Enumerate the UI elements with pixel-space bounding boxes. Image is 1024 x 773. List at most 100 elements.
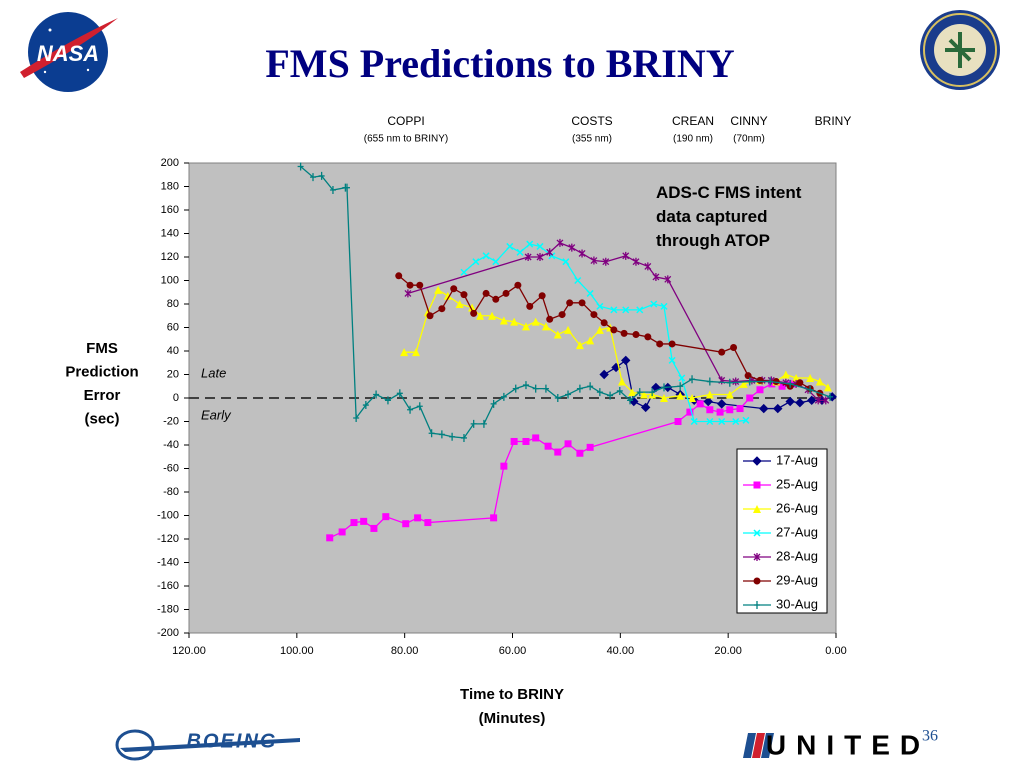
data-point [558,311,566,319]
data-point [546,315,554,323]
data-point [610,326,618,334]
data-point [586,443,594,451]
data-point [586,336,595,345]
data-point [575,341,584,350]
data-point [500,462,508,470]
data-point [773,403,783,414]
data-point [532,384,539,393]
data-point [476,311,485,320]
x-tick-label: 100.00 [280,645,314,657]
data-point [566,299,574,307]
data-point [746,394,754,402]
boeing-logo: BOEING [115,729,300,761]
data-point [460,268,468,276]
data-point [438,305,446,313]
annotation: ADS-C FMS intent data captured through ATO… [656,183,802,250]
data-point [514,281,522,289]
page-number: 36 [922,728,938,745]
data-point [531,317,540,326]
data-point [499,316,508,325]
data-point [781,370,790,379]
data-point [590,311,598,319]
data-point [628,388,637,397]
data-point [297,162,304,171]
y-tick-label: -200 [157,627,179,639]
data-point [516,248,524,256]
data-point [621,355,631,366]
legend-marker [753,529,761,537]
data-point [725,390,734,399]
data-point [660,394,669,402]
data-point [562,258,570,266]
data-point [482,289,490,297]
data-point [438,430,445,439]
data-point [586,289,594,297]
data-point [742,416,750,424]
x-tick-label: 20.00 [714,645,742,657]
data-point [822,396,830,405]
data-point [576,449,584,457]
data-point [428,429,435,438]
data-point [564,325,573,334]
data-point [650,300,658,308]
data-point [668,356,676,364]
data-point [532,434,540,442]
data-point [689,375,696,384]
data-point [610,306,618,314]
legend-marker [752,456,762,466]
data-point [746,377,753,386]
data-point [668,340,676,348]
data-point [449,432,456,441]
legend-label: 26-Aug [776,500,818,515]
x-tick-label: 120.00 [172,645,206,657]
data-point [688,394,697,402]
data-point [718,417,726,426]
data-point [490,399,497,408]
y-tick-label: -20 [163,415,179,427]
x-tick-label: 80.00 [391,645,419,657]
data-point [578,249,586,258]
data-point [400,348,409,357]
data-point [546,248,554,257]
data-point [620,329,628,337]
data-point [470,419,477,428]
data-point [536,253,544,261]
data-point [674,418,682,425]
data-point [677,382,684,391]
y-tick-label: 200 [161,157,179,169]
data-point [636,388,643,397]
data-point [553,330,562,339]
data-point [696,400,704,408]
data-point [726,378,733,387]
y-axis-label: Error [84,387,121,404]
data-point [644,262,652,271]
data-point [407,405,414,414]
data-point [726,406,734,414]
data-point [414,514,422,522]
data-point [554,394,561,402]
waypoint-name: CINNY [730,114,767,128]
data-point [472,258,480,266]
waypoint-name: COSTS [571,114,612,128]
data-point [490,514,498,522]
data-point [690,417,698,426]
y-axis-label: FMS [86,340,118,357]
data-point [596,388,603,397]
data-point [510,317,519,326]
data-point [827,392,834,401]
data-point [807,385,814,394]
data-point [617,377,626,386]
legend-label: 29-Aug [776,572,818,587]
legend-marker [753,505,761,513]
data-point [627,396,634,405]
data-point [384,396,391,405]
data-point [492,295,500,303]
data-point [524,253,532,261]
data-point [443,291,452,300]
data-point [544,442,552,450]
data-point [506,242,514,250]
legend-box [736,448,828,614]
data-point [538,292,546,300]
data-point [622,251,630,260]
